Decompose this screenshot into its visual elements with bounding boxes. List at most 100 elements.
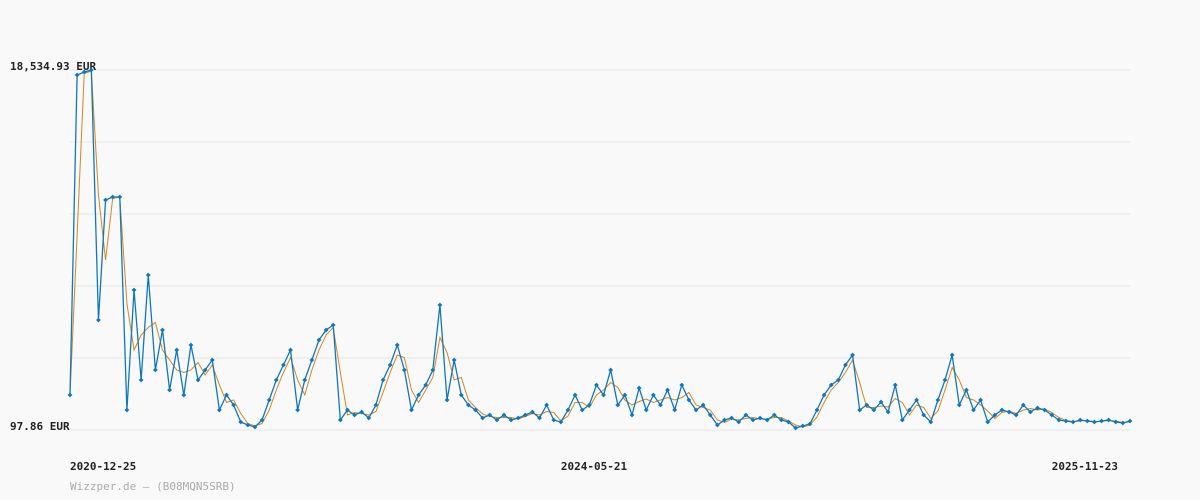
data-point <box>551 417 557 423</box>
data-point <box>437 302 443 308</box>
source-note: Wizzper.de – (B08MQN5SRB) <box>70 480 236 493</box>
data-point <box>1084 418 1090 424</box>
data-point <box>167 387 172 393</box>
data-point <box>764 417 770 423</box>
data-point <box>572 392 578 398</box>
data-point <box>152 367 158 373</box>
data-point <box>288 347 293 353</box>
data-point <box>394 342 400 348</box>
data-point <box>714 422 720 428</box>
data-point <box>231 402 237 408</box>
data-point <box>337 417 343 423</box>
data-point <box>103 197 108 203</box>
data-point <box>650 392 656 398</box>
data-point <box>857 407 863 413</box>
data-point <box>1077 417 1083 423</box>
data-point <box>736 419 742 425</box>
price-line <box>69 70 1131 428</box>
data-point <box>963 387 969 393</box>
data-point <box>686 397 692 403</box>
data-point <box>757 415 763 421</box>
data-point <box>252 424 258 430</box>
data-point <box>707 412 713 418</box>
data-point <box>110 194 116 200</box>
data-point <box>373 402 379 408</box>
data-point <box>465 402 471 408</box>
x-tick-label: 2025-11-23 <box>1052 460 1118 473</box>
data-point <box>956 402 962 408</box>
data-point <box>700 402 706 408</box>
data-point <box>1035 405 1040 411</box>
data-point <box>864 402 870 408</box>
data-point <box>458 392 464 398</box>
data-point <box>907 407 912 413</box>
data-point <box>174 347 180 353</box>
data-point <box>281 362 286 368</box>
data-point <box>1028 409 1033 415</box>
data-point <box>743 412 749 418</box>
data-point <box>81 69 87 75</box>
data-point <box>1127 418 1133 424</box>
data-point <box>1006 409 1012 415</box>
data-point <box>160 327 165 333</box>
data-point <box>430 367 436 373</box>
data-point <box>131 287 137 293</box>
data-point <box>949 352 955 358</box>
data-point <box>892 382 898 388</box>
data-point <box>914 397 919 403</box>
data-point <box>181 392 187 398</box>
data-point <box>693 407 699 413</box>
data-point <box>586 402 592 408</box>
data-point <box>473 407 478 413</box>
data-point <box>1099 418 1104 424</box>
data-point <box>302 377 308 383</box>
data-point <box>245 422 251 428</box>
data-point <box>601 392 606 398</box>
data-point <box>409 407 414 413</box>
data-point <box>992 412 998 418</box>
data-point <box>672 407 678 413</box>
data-point <box>352 412 357 418</box>
data-point <box>145 272 151 278</box>
data-point <box>985 419 991 425</box>
data-point <box>899 417 905 423</box>
data-point <box>942 377 948 383</box>
data-point <box>387 362 393 368</box>
data-point <box>88 67 94 73</box>
data-point <box>729 415 735 421</box>
data-point <box>366 415 372 421</box>
data-point <box>202 367 208 373</box>
data-point <box>807 421 813 427</box>
data-point <box>494 417 500 423</box>
data-point <box>67 392 73 398</box>
data-point <box>636 385 642 391</box>
data-point <box>878 399 884 405</box>
data-point <box>295 407 301 413</box>
data-point <box>594 382 599 388</box>
data-point <box>800 423 806 429</box>
data-point <box>629 412 635 418</box>
data-point <box>615 402 621 408</box>
data-point <box>1092 419 1097 425</box>
data-point <box>195 377 201 383</box>
data-point <box>750 417 756 423</box>
data-point <box>871 407 877 413</box>
data-point <box>266 397 272 403</box>
data-point <box>330 322 336 328</box>
data-point <box>537 415 542 421</box>
data-point <box>480 415 486 421</box>
data-point <box>216 407 222 413</box>
data-point <box>622 392 628 398</box>
data-point <box>786 419 791 425</box>
data-point <box>835 377 841 383</box>
data-point <box>921 412 927 418</box>
data-point <box>665 387 670 393</box>
data-point <box>530 409 535 415</box>
data-point <box>522 412 528 418</box>
data-point <box>423 382 429 388</box>
data-point <box>224 392 229 398</box>
data-point <box>978 397 984 403</box>
data-point <box>273 377 279 383</box>
